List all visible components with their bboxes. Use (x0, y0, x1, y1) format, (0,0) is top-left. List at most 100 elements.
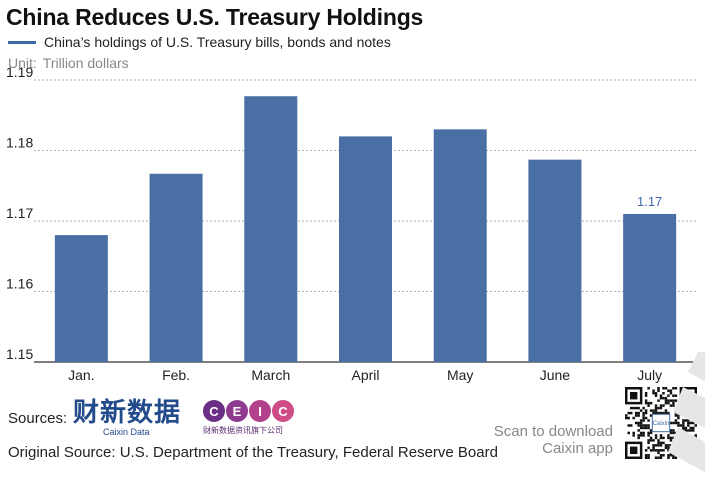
qr-module (684, 429, 688, 432)
data-labels: 1.17 (637, 194, 662, 209)
qr-module (644, 424, 648, 427)
qr-module (684, 426, 688, 430)
qr-module (649, 429, 653, 432)
qr-module (674, 421, 678, 425)
qr-module (642, 434, 645, 437)
ceic-letter: C (203, 400, 225, 422)
bar (433, 129, 487, 362)
qr-module (649, 414, 653, 417)
x-tick-label: April (351, 367, 379, 383)
qr-module (644, 394, 648, 397)
qr-module (654, 394, 658, 397)
qr-module (657, 411, 660, 415)
qr-module (644, 411, 648, 415)
qr-module (687, 421, 690, 425)
legend-swatch (8, 40, 36, 44)
qr-module (644, 454, 648, 457)
qr-module (654, 406, 658, 410)
qr-module (687, 424, 690, 427)
qr-module (687, 429, 690, 432)
y-tick-label: 1.18 (6, 135, 33, 151)
qr-module (647, 439, 650, 442)
qr-module (647, 401, 650, 405)
unit-line: Unit: Trillion dollars (8, 55, 129, 71)
qr-module (652, 409, 655, 412)
qr-module (639, 421, 643, 425)
qr-module (672, 401, 675, 405)
qr-module (644, 399, 648, 402)
qr-module (629, 406, 633, 410)
qr-module (647, 404, 650, 407)
qr-module (644, 401, 648, 405)
qr-module (657, 387, 660, 390)
qr-module (672, 429, 675, 432)
qr-module (689, 429, 693, 432)
qr-module (689, 426, 693, 430)
caixin-logo-subtext: Caixin Data (103, 427, 150, 437)
qr-module (639, 431, 643, 435)
qr-module (639, 434, 643, 437)
qr-module (694, 434, 697, 437)
qr-module (647, 419, 650, 422)
qr-module (659, 434, 663, 437)
qr-module (654, 436, 658, 440)
qr-module (667, 389, 670, 392)
qr-module (669, 436, 673, 440)
qr-module (659, 411, 663, 415)
qr-module (632, 431, 635, 435)
qr-module (667, 446, 670, 450)
qr-module (659, 449, 663, 452)
ceic-letter: E (226, 400, 248, 422)
qr-module (649, 401, 653, 405)
qr-module (649, 431, 653, 435)
qr-module (664, 401, 668, 405)
qr-module (672, 431, 675, 435)
qr-module (692, 421, 695, 425)
qr-module (639, 419, 643, 422)
qr-module (627, 416, 630, 420)
qr-module (667, 436, 670, 440)
qr-module (637, 434, 640, 437)
qr-module (632, 416, 635, 420)
qr-module (637, 421, 640, 425)
x-tick-labels: Jan. Feb. March April May June July (68, 367, 662, 383)
qr-module (682, 424, 685, 427)
qr-module (667, 411, 670, 415)
qr-module (642, 414, 645, 417)
qr-module (649, 436, 653, 440)
qr-module (652, 411, 655, 415)
qr-finder (629, 446, 638, 455)
qr-module (682, 421, 685, 425)
qr-module (637, 429, 640, 432)
qr-module (654, 449, 658, 452)
qr-module (644, 449, 648, 452)
qr-module (637, 411, 640, 415)
bar-chart: 1.15 1.16 1.17 1.18 1.19 Jan. Feb. March April M… (6, 65, 697, 383)
qr-module (637, 414, 640, 417)
qr-module (684, 419, 688, 422)
qr-finder (629, 391, 638, 400)
qr-module (692, 429, 695, 432)
qr-module (679, 424, 683, 427)
unit-value: Trillion dollars (42, 55, 129, 71)
qr-module (654, 409, 658, 412)
qr-module (672, 404, 675, 407)
qr-module (669, 454, 673, 457)
qr-module (664, 446, 668, 450)
x-tick-label: July (637, 367, 662, 383)
qr-module (657, 456, 660, 459)
corner-decoration (668, 352, 705, 473)
qr-module (654, 456, 658, 459)
qr-module (657, 444, 660, 447)
qr-module (647, 446, 650, 450)
x-tick-label: Feb. (162, 367, 190, 383)
qr-module (677, 421, 680, 425)
x-tick-label: May (447, 367, 473, 383)
qr-module (627, 431, 630, 435)
qr-module (659, 436, 663, 440)
qr-module (677, 424, 680, 427)
qr-module (672, 436, 675, 440)
qr-module (642, 416, 645, 420)
qr-module (659, 396, 663, 400)
